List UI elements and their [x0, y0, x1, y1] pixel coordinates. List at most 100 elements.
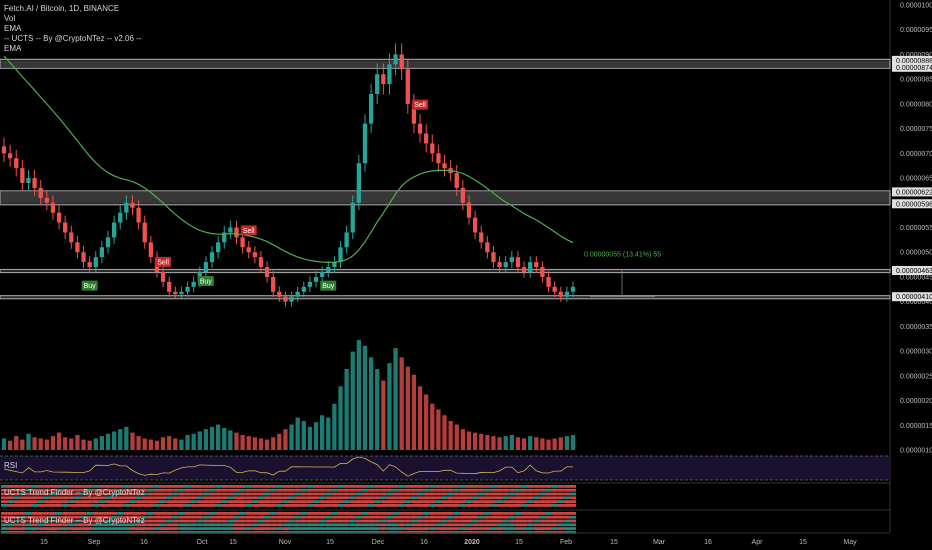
volume-bar	[362, 345, 368, 450]
trend-cell	[166, 488, 173, 492]
price-tag-bg	[892, 266, 932, 276]
trend-cell	[545, 527, 552, 530]
trend-cell	[337, 496, 344, 500]
candle-body	[503, 262, 508, 268]
trend-cell	[435, 519, 442, 523]
trend-cell	[7, 488, 14, 492]
trend-cell	[306, 500, 313, 503]
volume-bar	[466, 431, 472, 450]
trend-cell	[68, 527, 75, 530]
volume-bar	[528, 436, 533, 450]
trend-cell	[539, 515, 546, 519]
candle-body	[283, 296, 288, 302]
trend-cell	[62, 531, 69, 534]
trend-cell	[569, 527, 577, 530]
trend-cell	[166, 504, 173, 507]
trend-cell	[404, 504, 411, 507]
trend-cell	[74, 527, 81, 530]
trend-cell	[343, 492, 350, 496]
volume-bar	[301, 421, 306, 450]
volume-bar	[320, 415, 325, 450]
trend-cell	[141, 504, 148, 507]
trend-cell	[423, 500, 430, 503]
trend-cell	[386, 519, 393, 523]
trend-cell	[386, 492, 393, 496]
price-tag-bg	[892, 187, 932, 197]
trend-cell	[196, 500, 203, 503]
trend-cell	[117, 512, 124, 515]
trend-cell	[349, 515, 356, 519]
trend-cell	[239, 496, 246, 500]
trend-cell	[484, 515, 491, 519]
trend-cell	[117, 500, 124, 503]
trend-cell	[435, 527, 442, 530]
trend-cell	[135, 500, 142, 503]
trend-cell	[312, 485, 320, 488]
volume-bar	[50, 436, 56, 450]
volume-bar	[411, 374, 417, 450]
volume-bar	[32, 437, 37, 450]
volume-bar	[179, 439, 184, 450]
trend-cell	[111, 504, 118, 507]
trend-cell	[276, 512, 283, 515]
trend-cell	[7, 500, 14, 503]
trend-cell	[98, 492, 105, 496]
trend-cell	[190, 492, 197, 496]
buy-signal	[197, 275, 214, 286]
trend-cell	[276, 527, 283, 530]
trend-cell	[514, 485, 521, 488]
trend-cell	[270, 512, 277, 515]
trend-cell	[233, 519, 240, 523]
trend-cell	[478, 504, 485, 507]
trend-cell	[410, 515, 417, 519]
trend-cell	[300, 531, 307, 534]
resistance-zone-fill	[0, 296, 890, 298]
trend-cell	[251, 519, 258, 523]
trend-cell	[551, 512, 558, 515]
trend-cell	[300, 492, 307, 496]
trend-cell	[349, 519, 356, 523]
trend-cell	[472, 504, 479, 507]
buy-signal-label: Buy	[84, 283, 97, 290]
trend-cell	[31, 515, 38, 519]
candle-body	[381, 74, 386, 85]
trend-cell	[202, 485, 209, 488]
trend-cell	[25, 504, 32, 507]
trend-cell	[545, 523, 552, 527]
trend-cell	[19, 488, 26, 492]
trend-cell	[306, 512, 313, 515]
trend-cell	[31, 531, 38, 534]
trend-cell	[300, 527, 307, 530]
trend-cell	[147, 523, 154, 527]
trend-cell	[270, 500, 277, 503]
trend-cell	[19, 500, 26, 503]
trend-cell	[423, 485, 430, 488]
trend-cell	[62, 496, 69, 500]
trend-cell	[257, 504, 265, 507]
trend-cell	[569, 500, 577, 503]
volume-bar	[405, 366, 410, 450]
candle-body	[399, 54, 404, 70]
x-tick-label: 16	[704, 539, 712, 546]
trend-cell	[160, 523, 167, 527]
trend-cell	[196, 512, 203, 515]
trend-cell	[465, 485, 473, 488]
trend-cell	[166, 485, 173, 488]
trend-cell	[80, 523, 87, 527]
trend-cell	[453, 504, 460, 507]
trend-cell	[459, 496, 466, 500]
trend-cell	[410, 523, 417, 527]
trend-cell	[202, 512, 209, 515]
trend-cell	[484, 523, 491, 527]
trend-cell	[337, 519, 344, 523]
trend-cell	[294, 488, 301, 492]
trend-cell	[282, 488, 289, 492]
trend-cell	[37, 485, 44, 488]
trend-cell	[202, 504, 209, 507]
trend-cell	[74, 519, 81, 523]
trend-cell	[306, 519, 313, 523]
trend-cell	[68, 492, 75, 496]
trend-cell	[233, 492, 240, 496]
